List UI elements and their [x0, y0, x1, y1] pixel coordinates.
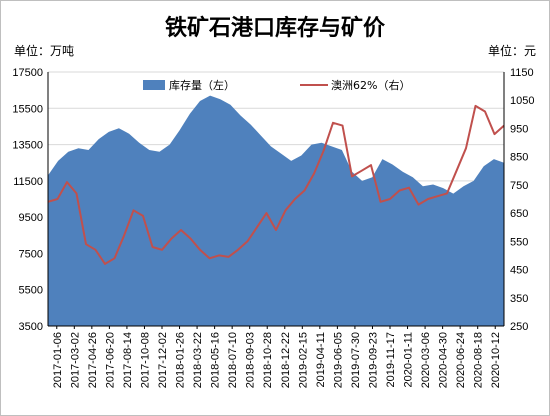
left-unit-label: 单位：万吨: [14, 44, 75, 58]
inventory-area: [48, 95, 504, 326]
x-tick-label-16: 2019-06-05: [332, 332, 344, 388]
x-tick-label-2: 2017-04-26: [87, 332, 99, 388]
x-tick-label-24: 2020-08-18: [473, 332, 485, 388]
left-tick-label-1: 5500: [19, 285, 43, 297]
left-tick-label-4: 11500: [13, 176, 43, 188]
x-tick-label-8: 2018-03-22: [192, 332, 204, 388]
x-tick-label-3: 2017-06-20: [104, 332, 116, 388]
left-tick-label-3: 9500: [19, 212, 43, 224]
x-tick-label-22: 2020-04-30: [438, 332, 450, 388]
x-tick-label-6: 2017-12-02: [157, 332, 169, 388]
x-tick-label-10: 2018-07-10: [227, 332, 239, 388]
left-tick-label-7: 17500: [12, 67, 43, 79]
price-line: [47, 104, 505, 265]
chart-title: 铁矿石港口库存与矿价: [164, 16, 385, 41]
right-tick-label-5: 750: [510, 180, 528, 192]
right-tick-label-1: 350: [510, 293, 528, 305]
x-tick-label-0: 2017-01-06: [52, 332, 64, 388]
x-tick-label-5: 2017-10-08: [139, 332, 151, 388]
x-tick-label-13: 2018-12-22: [280, 332, 292, 388]
left-tick-label-0: 3500: [19, 321, 43, 333]
x-tick-label-17: 2019-07-30: [350, 332, 362, 388]
legend-inventory-swatch: [143, 80, 165, 90]
left-tick-label-6: 15500: [12, 103, 43, 115]
x-tick-label-15: 2019-04-11: [315, 332, 327, 387]
right-unit-label: 单位：元: [487, 44, 536, 58]
x-tick-label-21: 2020-03-06: [420, 332, 432, 388]
legend-inventory-label: 库存量（左）: [169, 78, 235, 92]
x-tick-label-25: 2020-10-12: [490, 332, 502, 388]
right-tick-label-9: 1150: [510, 67, 534, 79]
x-tick-label-7: 2018-01-26: [175, 332, 187, 388]
x-tick-label-19: 2019-11-17: [385, 332, 397, 387]
right-tick-label-8: 1050: [510, 95, 534, 107]
x-tick-label-12: 2018-10-28: [262, 332, 274, 388]
x-tick-label-14: 2019-02-15: [297, 332, 309, 388]
right-tick-label-3: 550: [510, 236, 528, 248]
x-tick-label-9: 2018-05-16: [210, 332, 222, 388]
x-tick-label-11: 2018-09-03: [245, 332, 257, 388]
left-tick-label-2: 7500: [19, 248, 43, 260]
x-tick-label-20: 2020-01-11: [403, 332, 415, 387]
left-tick-label-5: 13500: [12, 140, 43, 152]
right-tick-label-7: 950: [510, 123, 528, 135]
x-tick-label-23: 2020-06-24: [455, 332, 467, 388]
x-tick-label-1: 2017-03-02: [69, 332, 81, 388]
right-tick-label-6: 850: [510, 152, 528, 164]
right-tick-label-0: 250: [510, 321, 528, 333]
x-tick-label-4: 2017-08-14: [122, 332, 134, 388]
right-tick-label-4: 650: [510, 208, 528, 220]
legend-price-label: 澳洲62%（右）: [331, 78, 410, 92]
right-tick-label-2: 450: [510, 265, 528, 277]
x-tick-label-18: 2019-09-23: [367, 332, 379, 388]
